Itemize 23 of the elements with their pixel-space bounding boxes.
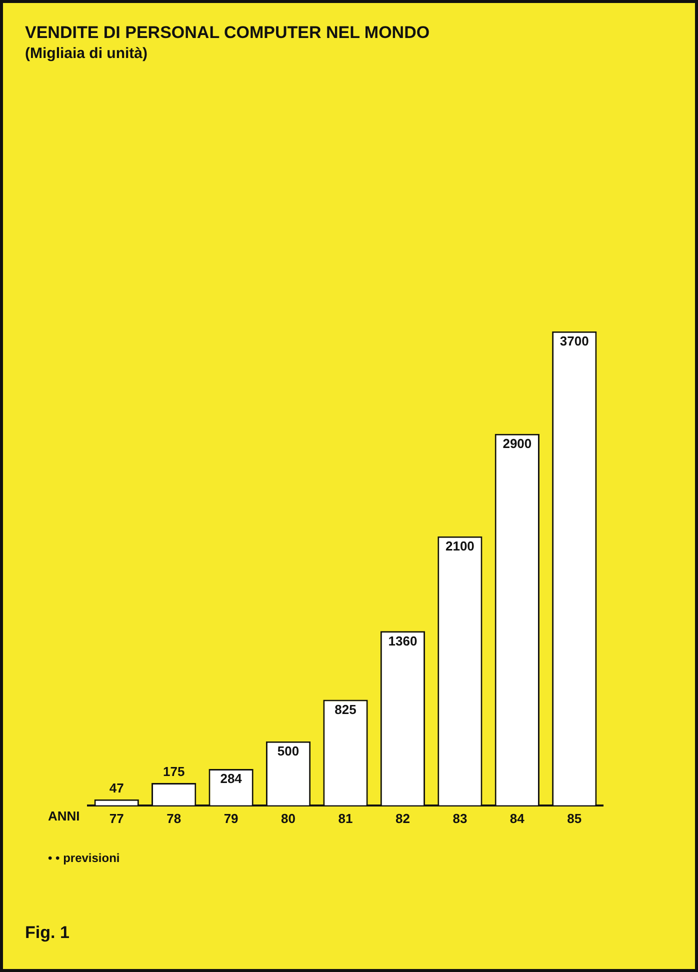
- x-tick-label: 81: [338, 810, 353, 826]
- data-label: 1360: [388, 633, 418, 648]
- x-tick-label: 84: [510, 810, 526, 826]
- data-label: 2900: [502, 436, 532, 451]
- data-label: 500: [277, 743, 300, 758]
- data-label: 2100: [445, 538, 474, 554]
- x-tick-label: 83: [452, 810, 468, 826]
- data-label: 3700: [560, 334, 589, 349]
- caption: Fig. 1: [25, 923, 70, 943]
- text: • • previsioni: [48, 851, 120, 865]
- x-tick-label: 82: [395, 810, 410, 826]
- data-label: 175: [162, 764, 185, 780]
- chart-title: VENDITE DI PERSONAL COMPUTER NEL MONDO: [25, 23, 430, 43]
- data-label: 284: [220, 771, 243, 786]
- x-tick-label: 78: [166, 810, 182, 826]
- chart-subtitle: (Migliaia di unità): [25, 45, 148, 62]
- x-tick-label: 79: [224, 810, 238, 826]
- x-tick-label: 77: [109, 810, 124, 826]
- x-tick-label: 80: [281, 810, 296, 826]
- data-label: 825: [334, 702, 356, 717]
- x-tick-label: 85: [567, 810, 582, 826]
- data-label: 47: [109, 780, 124, 796]
- x-axis-title: ANNI: [48, 808, 80, 824]
